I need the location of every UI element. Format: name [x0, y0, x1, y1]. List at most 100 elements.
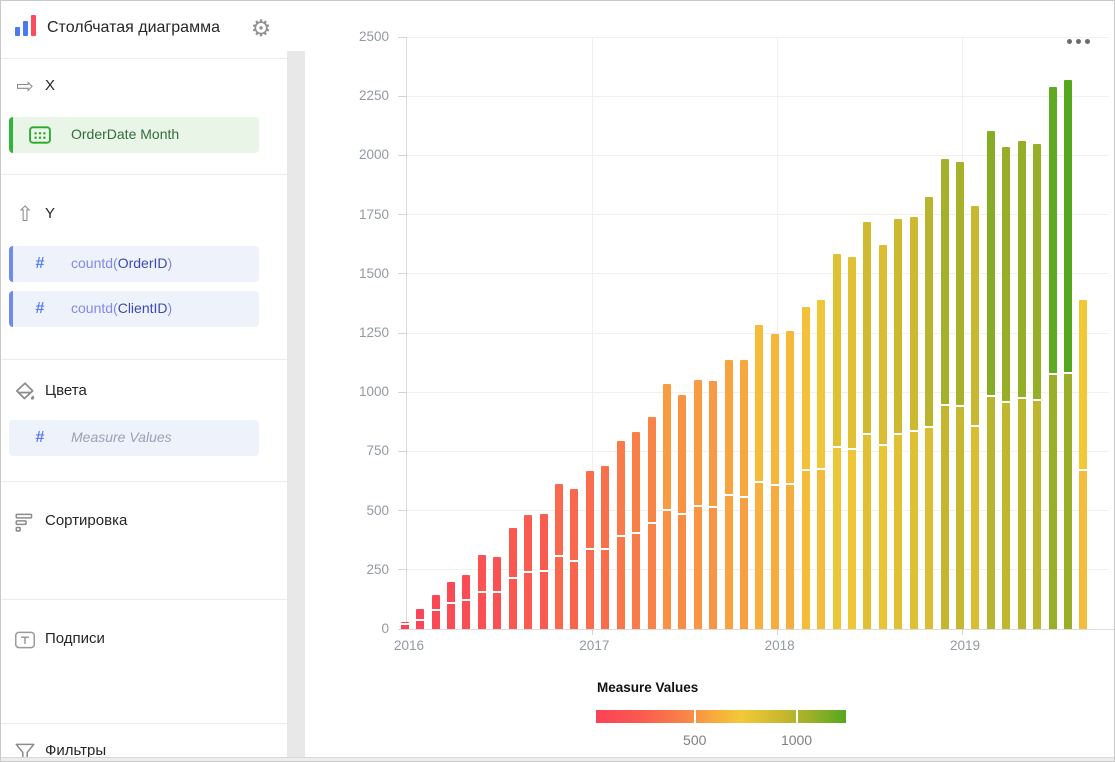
- bar-2016-12[interactable]: [570, 489, 579, 629]
- bar-segment-countd(OrderID): [724, 359, 733, 496]
- bar-2016-11[interactable]: [554, 484, 563, 629]
- bar-segment-countd(ClientID): [832, 448, 841, 629]
- y-axis-label: 2250: [358, 88, 389, 104]
- bar-2016-10[interactable]: [539, 513, 548, 629]
- bar-2016-03[interactable]: [431, 594, 440, 629]
- bar-segment-countd(ClientID): [925, 427, 934, 629]
- bar-segment-countd(OrderID): [755, 324, 764, 483]
- bar-2017-01[interactable]: [585, 470, 594, 629]
- bar-2016-01[interactable]: [400, 621, 409, 629]
- bar-segment-countd(OrderID): [971, 206, 980, 427]
- bar-2017-02[interactable]: [601, 465, 610, 629]
- y-axis-label: 1750: [358, 206, 389, 222]
- bar-2017-11[interactable]: [740, 360, 749, 629]
- bar-segment-countd(ClientID): [616, 537, 625, 629]
- section-colors: Цвета: [1, 376, 287, 408]
- bar-2018-07[interactable]: [863, 221, 872, 629]
- bar-segment-countd(OrderID): [709, 381, 718, 508]
- number-field-icon: #: [35, 429, 45, 446]
- section-x-label: X: [45, 77, 56, 94]
- bar-2019-08[interactable]: [1063, 79, 1072, 629]
- bar-2017-10[interactable]: [724, 359, 733, 629]
- y-axis-label: 1500: [358, 265, 389, 281]
- bar-2017-04[interactable]: [632, 432, 641, 629]
- bar-segment-countd(ClientID): [647, 524, 656, 629]
- bar-2016-06[interactable]: [477, 555, 486, 629]
- bar-2019-01[interactable]: [956, 162, 964, 629]
- bar-2018-08[interactable]: [878, 244, 887, 629]
- bar-2016-07[interactable]: [493, 557, 502, 629]
- field-chip-measure-values[interactable]: # Measure Values: [9, 420, 259, 456]
- bar-segment-countd(ClientID): [848, 450, 857, 629]
- bar-2019-04[interactable]: [1002, 146, 1011, 629]
- bar-2017-03[interactable]: [616, 441, 625, 629]
- sidebar-scroll-track[interactable]: [287, 51, 305, 761]
- bar-2018-04[interactable]: [817, 299, 826, 629]
- divider: [1, 58, 287, 59]
- bar-segment-countd(ClientID): [863, 434, 872, 629]
- bar-segment-countd(OrderID): [1048, 87, 1057, 375]
- plot-area: 0 250 500 750 1000 1250 1500 1750 2000 2250 2500 20…: [359, 29, 1114, 653]
- bar-2018-01[interactable]: [770, 333, 779, 629]
- bar-segment-countd(ClientID): [585, 549, 594, 629]
- bar-2017-08[interactable]: [693, 380, 702, 629]
- section-colors-label: Цвета: [45, 382, 87, 399]
- bar-2017-06[interactable]: [662, 383, 671, 629]
- bar-segment-countd(ClientID): [462, 601, 471, 629]
- bar-2017-09[interactable]: [709, 381, 718, 629]
- bar-2019-03[interactable]: [986, 131, 995, 629]
- bar-2019-07[interactable]: [1048, 87, 1057, 629]
- bar-2016-04[interactable]: [446, 582, 455, 629]
- bar-2016-02[interactable]: [416, 608, 425, 629]
- bar-2018-11[interactable]: [925, 197, 934, 629]
- field-chip-orderdate-month[interactable]: OrderDate Month: [9, 117, 259, 153]
- bar-2018-06[interactable]: [848, 257, 857, 629]
- field-label: Measure Values: [71, 429, 172, 445]
- bar-segment-countd(OrderID): [848, 257, 857, 451]
- bar-segment-countd(ClientID): [678, 514, 687, 629]
- field-chip-countd-orderid[interactable]: # countd(OrderID): [9, 246, 259, 282]
- bar-segment-countd(OrderID): [647, 416, 656, 525]
- bar-2018-09[interactable]: [894, 218, 903, 629]
- bar-segment-countd(OrderID): [740, 360, 749, 499]
- formula-field: ClientID: [117, 300, 168, 316]
- section-sort-label: Сортировка: [45, 512, 128, 529]
- y-axis-tick: [398, 154, 407, 156]
- bar-2016-09[interactable]: [524, 515, 533, 629]
- gridline-2500: [407, 36, 1109, 38]
- y-axis-label: 1000: [358, 384, 389, 400]
- bar-2019-02[interactable]: [971, 206, 980, 629]
- bar-2018-03[interactable]: [801, 307, 810, 629]
- section-sort: Сортировка: [1, 506, 287, 538]
- chart-menu-button[interactable]: [1067, 33, 1103, 51]
- bar-2016-08[interactable]: [508, 528, 517, 629]
- field-label: countd(ClientID): [71, 300, 172, 316]
- gear-icon[interactable]: ⚙: [250, 15, 272, 41]
- bar-2018-12[interactable]: [940, 158, 949, 629]
- y-axis-tick: [398, 391, 407, 393]
- bar-segment-countd(ClientID): [1048, 374, 1057, 629]
- bar-2018-10[interactable]: [909, 217, 918, 629]
- bar-2017-07[interactable]: [678, 394, 687, 629]
- bar-2019-05[interactable]: [1017, 140, 1026, 629]
- y-axis-tick: [398, 450, 407, 452]
- bar-segment-countd(ClientID): [524, 573, 533, 629]
- bar-2018-05[interactable]: [832, 253, 841, 629]
- bar-2017-05[interactable]: [647, 416, 656, 629]
- bar-2016-05[interactable]: [462, 575, 471, 629]
- bar-segment-countd(ClientID): [1063, 373, 1072, 629]
- bar-2019-06[interactable]: [1033, 143, 1042, 629]
- formula-field: OrderID: [117, 255, 168, 271]
- bar-segment-countd(OrderID): [894, 218, 903, 435]
- bar-segment-countd(ClientID): [477, 593, 486, 629]
- bar-segment-countd(OrderID): [678, 394, 687, 515]
- horizontal-scrollbar[interactable]: [1, 757, 1114, 761]
- field-chip-countd-clientid[interactable]: # countd(ClientID): [9, 291, 259, 327]
- bar-2018-02[interactable]: [786, 331, 795, 629]
- y-axis-label: 750: [366, 443, 389, 459]
- bar-segment-countd(ClientID): [601, 549, 610, 629]
- bar-2019-09[interactable]: [1079, 299, 1088, 629]
- bar-segment-countd(ClientID): [986, 397, 995, 629]
- bar-2017-12[interactable]: [755, 324, 764, 629]
- section-y-label: Y: [45, 205, 56, 222]
